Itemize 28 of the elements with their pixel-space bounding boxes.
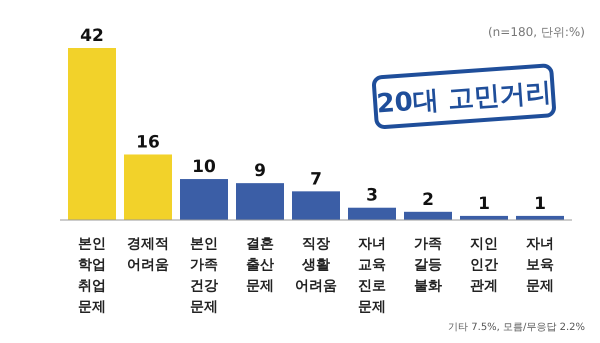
bar — [236, 183, 284, 220]
data-label: 10 — [192, 157, 216, 178]
text: 20대 고민거리 — [376, 77, 553, 120]
data-label: 7 — [310, 169, 322, 190]
bar — [124, 154, 172, 220]
bar — [68, 48, 116, 220]
data-label: 3 — [366, 186, 378, 206]
data-label: 1 — [534, 194, 546, 214]
x-tick-label: 자녀 보육 문제 — [526, 236, 554, 294]
bar — [180, 179, 228, 220]
x-tick-label: 결혼 출산 문제 — [246, 236, 274, 294]
bar — [404, 212, 452, 220]
data-label: 1 — [478, 194, 490, 214]
bar — [292, 191, 340, 220]
x-tick-label: 본인 학업 취업 문제 — [78, 236, 106, 315]
x-tick-label: 직장 생활 어려움 — [295, 236, 337, 294]
data-label: 2 — [422, 190, 434, 210]
x-tick-label: 자녀 교육 진로 문제 — [358, 236, 386, 315]
data-label: 42 — [80, 26, 104, 46]
text: 기타 7.5%, 모름/무응답 2.2% — [448, 322, 585, 333]
x-tick-label: 경제적 어려움 — [127, 236, 169, 273]
x-tick-label: 가족 갈등 불화 — [414, 236, 442, 294]
data-label: 9 — [254, 161, 266, 182]
data-label: 16 — [136, 132, 160, 152]
bar — [348, 208, 396, 220]
x-tick-label: 본인 가족 건강 문제 — [190, 236, 218, 315]
text: (n=180, 단위:%) — [488, 25, 585, 39]
x-tick-label: 지인 인간 관계 — [470, 236, 498, 294]
